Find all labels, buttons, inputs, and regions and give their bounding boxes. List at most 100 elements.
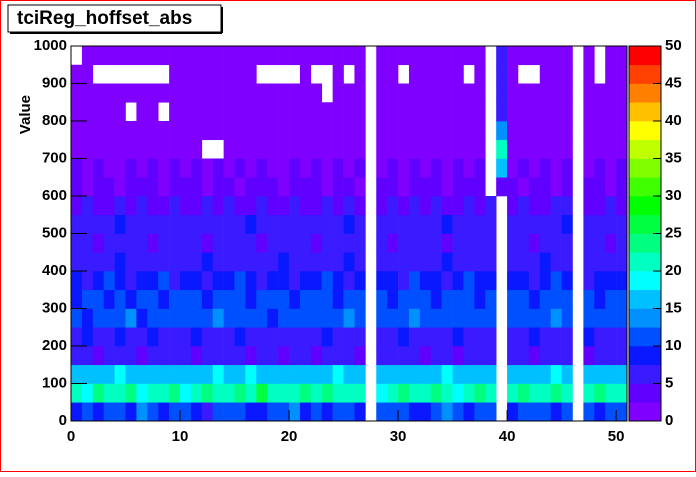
heatmap-cell bbox=[539, 402, 551, 422]
heatmap-cell bbox=[256, 177, 268, 197]
heatmap-cell bbox=[158, 402, 170, 422]
heatmap-cell bbox=[463, 402, 475, 422]
heatmap-cell bbox=[103, 271, 115, 291]
heatmap-cell bbox=[408, 289, 421, 309]
heatmap-cell bbox=[169, 327, 181, 347]
heatmap-cell bbox=[616, 383, 628, 403]
heatmap-cell bbox=[452, 214, 464, 234]
heatmap-cell bbox=[299, 327, 312, 347]
heatmap-cell bbox=[550, 308, 562, 328]
heatmap-cell bbox=[92, 158, 105, 178]
heatmap-cell bbox=[496, 121, 508, 141]
heatmap-cell bbox=[169, 364, 181, 384]
heatmap-cell bbox=[125, 139, 137, 159]
heatmap-cell bbox=[81, 102, 94, 122]
heatmap-cell bbox=[463, 308, 475, 328]
heatmap-cell bbox=[103, 327, 115, 347]
heatmap-cell bbox=[114, 121, 126, 141]
heatmap-cell bbox=[474, 121, 486, 141]
heatmap-cell bbox=[212, 46, 224, 66]
heatmap-cell bbox=[550, 177, 562, 197]
heatmap-cell bbox=[180, 271, 192, 291]
heatmap-cell bbox=[267, 139, 279, 159]
heatmap-cell bbox=[201, 346, 214, 366]
heatmap-cell bbox=[332, 252, 344, 272]
heatmap-cell bbox=[223, 46, 235, 66]
heatmap-cell bbox=[485, 308, 497, 328]
heatmap-cell bbox=[92, 139, 105, 159]
heatmap-cell bbox=[583, 196, 595, 216]
heatmap-cell bbox=[114, 289, 126, 309]
heatmap-cell bbox=[343, 364, 355, 384]
heatmap-cell bbox=[81, 83, 94, 103]
heatmap-cell bbox=[561, 364, 573, 384]
heatmap-cell bbox=[201, 121, 214, 141]
heatmap-cell bbox=[299, 289, 312, 309]
heatmap-cell bbox=[180, 383, 192, 403]
heatmap-cell bbox=[343, 177, 355, 197]
z-tick-label: 20 bbox=[665, 262, 682, 279]
heatmap-cell bbox=[332, 364, 344, 384]
heatmap-cell bbox=[169, 64, 181, 84]
heatmap-cell bbox=[136, 402, 148, 422]
heatmap-cell bbox=[81, 121, 94, 141]
heatmap-cell bbox=[507, 64, 519, 84]
heatmap-cell bbox=[310, 383, 323, 403]
heatmap-cell bbox=[507, 121, 519, 141]
heatmap-cell bbox=[212, 402, 224, 422]
heatmap-cell bbox=[71, 233, 83, 253]
heatmap-cell bbox=[136, 196, 148, 216]
z-tick-label: 15 bbox=[665, 299, 682, 316]
heatmap-cell bbox=[125, 364, 137, 384]
heatmap-cell bbox=[343, 308, 355, 328]
heatmap-cell bbox=[103, 252, 115, 272]
heatmap-cell bbox=[321, 196, 333, 216]
heatmap-cell bbox=[190, 233, 203, 253]
heatmap-cell bbox=[321, 346, 333, 366]
color-bar-segment bbox=[629, 214, 661, 234]
heatmap-cell bbox=[114, 139, 126, 159]
heatmap-cell bbox=[583, 233, 595, 253]
heatmap-cell bbox=[278, 327, 290, 347]
heatmap-cell bbox=[212, 383, 224, 403]
heatmap-cell bbox=[190, 383, 203, 403]
heatmap-cell bbox=[180, 158, 192, 178]
heatmap-cell bbox=[419, 383, 432, 403]
heatmap-cell bbox=[201, 177, 214, 197]
color-bar-segment bbox=[629, 121, 661, 141]
heatmap-cell bbox=[398, 46, 410, 66]
heatmap-cell bbox=[376, 177, 388, 197]
heatmap-cell bbox=[103, 196, 115, 216]
heatmap-cell bbox=[256, 308, 268, 328]
heatmap-cell bbox=[81, 158, 94, 178]
heatmap-cell bbox=[267, 177, 279, 197]
heatmap-cell bbox=[136, 364, 148, 384]
heatmap-cell bbox=[223, 308, 235, 328]
heatmap-cell bbox=[441, 214, 453, 234]
heatmap-cell bbox=[354, 327, 366, 347]
heatmap-cell bbox=[310, 271, 323, 291]
heatmap-cell bbox=[485, 383, 497, 403]
heatmap-cell bbox=[376, 346, 388, 366]
heatmap-cell bbox=[550, 102, 562, 122]
heatmap-cell bbox=[289, 121, 301, 141]
heatmap-cell bbox=[583, 177, 595, 197]
heatmap-cell bbox=[539, 196, 551, 216]
heatmap-cell bbox=[561, 121, 573, 141]
heatmap-cell bbox=[245, 102, 257, 122]
heatmap-cell bbox=[223, 121, 235, 141]
heatmap-cell bbox=[278, 46, 290, 66]
heatmap-cell bbox=[474, 402, 486, 422]
heatmap-cell bbox=[299, 196, 312, 216]
heatmap-cell bbox=[332, 383, 344, 403]
heatmap-cell bbox=[517, 214, 530, 234]
heatmap-cell bbox=[430, 102, 442, 122]
color-bar-segment bbox=[629, 177, 661, 197]
heatmap-cell bbox=[81, 289, 94, 309]
heatmap-cell bbox=[267, 271, 279, 291]
heatmap-cell bbox=[278, 102, 290, 122]
heatmap-cell bbox=[616, 252, 628, 272]
heatmap-cell bbox=[441, 364, 453, 384]
heatmap-cell bbox=[496, 64, 508, 84]
heatmap-cell bbox=[190, 214, 203, 234]
